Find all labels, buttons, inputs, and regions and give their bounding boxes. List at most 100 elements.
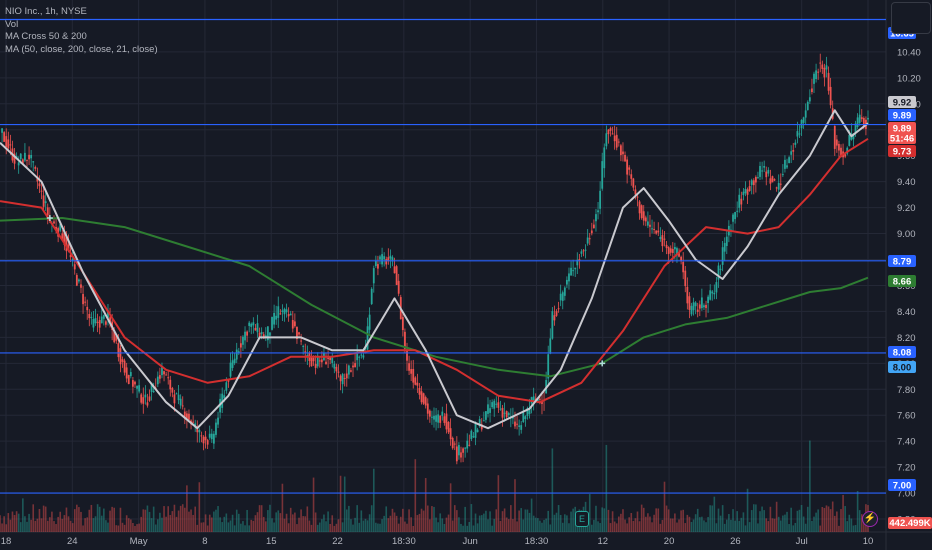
candle-body xyxy=(597,210,599,213)
candle-body xyxy=(862,117,865,128)
candle-body xyxy=(634,189,637,195)
volume-indicator-label[interactable]: Vol xyxy=(5,18,19,30)
volume-bar xyxy=(202,522,205,532)
volume-bar xyxy=(809,440,811,532)
candle-body xyxy=(92,319,95,328)
volume-bar xyxy=(507,519,510,532)
volume-bar xyxy=(838,525,840,532)
ma-200-line xyxy=(0,217,869,378)
candle-body xyxy=(19,153,22,160)
candle-body xyxy=(539,398,541,400)
candle-body xyxy=(773,179,776,181)
volume-bar xyxy=(167,506,170,532)
flash-icon[interactable]: ⚡ xyxy=(862,511,878,527)
candle-body xyxy=(497,402,500,408)
candle-body xyxy=(630,174,633,179)
volume-bar xyxy=(707,516,709,532)
volume-bar xyxy=(273,522,275,532)
volume-bar xyxy=(84,518,86,532)
volume-bar xyxy=(211,517,213,532)
volume-bar xyxy=(728,514,730,532)
volume-bar xyxy=(387,518,390,532)
earnings-icon[interactable]: E xyxy=(575,511,589,527)
candle-body xyxy=(732,214,734,222)
volume-bar xyxy=(524,509,527,532)
volume-bar xyxy=(337,519,340,532)
candle-body xyxy=(80,284,82,288)
volume-bar xyxy=(115,525,118,532)
candle-body xyxy=(713,292,716,295)
candle-body xyxy=(721,247,724,265)
volume-bar xyxy=(572,508,574,532)
candle-body xyxy=(167,377,170,379)
volume-bar xyxy=(391,508,394,532)
symbol-title[interactable]: NIO Inc., 1h, NYSE xyxy=(5,6,87,17)
volume-bar xyxy=(221,522,223,532)
volume-bar xyxy=(175,516,178,532)
volume-bar xyxy=(78,507,80,532)
volume-bar xyxy=(682,509,684,532)
volume-bar xyxy=(225,513,228,532)
candle-body xyxy=(700,297,703,309)
candle-body xyxy=(264,335,267,338)
volume-bar xyxy=(551,448,554,532)
volume-bar xyxy=(630,512,633,532)
volume-bar xyxy=(105,520,107,532)
volume-tag-label: 442.499K xyxy=(889,518,930,529)
volume-bar xyxy=(833,515,836,532)
candle-body xyxy=(464,447,467,449)
candle-body xyxy=(32,161,35,163)
volume-bar xyxy=(738,520,741,532)
ma-cross-indicator-label[interactable]: MA Cross 50 & 200 xyxy=(5,31,87,42)
volume-bar xyxy=(759,511,761,532)
candle-body xyxy=(734,212,737,220)
settings-box[interactable] xyxy=(891,2,931,34)
volume-bar xyxy=(130,519,132,532)
volume-bar xyxy=(289,507,292,532)
candle-body xyxy=(551,311,554,339)
candle-body xyxy=(119,348,122,365)
candle-body xyxy=(227,380,230,382)
candle-body xyxy=(690,305,693,315)
volume-bar xyxy=(528,512,531,532)
candle-body xyxy=(289,313,292,316)
price-tag-label: 9.73 xyxy=(893,147,912,158)
volume-bar xyxy=(42,505,45,532)
y-tick-label: 7.60 xyxy=(897,411,916,422)
candle-body xyxy=(273,312,276,325)
volume-bar xyxy=(208,514,211,532)
candle-body xyxy=(703,305,705,308)
volume-bar xyxy=(291,514,294,532)
volume-bar xyxy=(628,517,630,532)
volume-bar xyxy=(86,517,89,532)
candle-body xyxy=(603,147,606,169)
candle-body xyxy=(705,304,707,309)
volume-bar xyxy=(777,516,780,532)
x-tick-label: 10 xyxy=(863,536,874,547)
volume-bar xyxy=(9,519,12,532)
volume-bar xyxy=(0,515,1,532)
volume-bar xyxy=(696,508,699,532)
candle-body xyxy=(3,132,6,142)
volume-bar xyxy=(701,516,703,532)
volume-bar xyxy=(672,518,674,532)
volume-bar xyxy=(352,524,354,532)
ma-indicator-label[interactable]: MA (50, close, 200, close, 21, close) xyxy=(5,43,158,55)
candle-body xyxy=(383,256,386,260)
volume-bar xyxy=(750,510,753,532)
candle-body xyxy=(659,236,662,239)
candle-body xyxy=(121,359,124,362)
y-tick-label: 7.40 xyxy=(897,437,916,448)
candle-body xyxy=(678,253,680,257)
volume-bar xyxy=(111,506,113,532)
candle-body xyxy=(804,110,807,118)
candle-body xyxy=(379,256,381,260)
candle-body xyxy=(547,354,550,379)
volume-bar xyxy=(537,518,539,532)
volume-bar xyxy=(493,518,496,532)
candle-body xyxy=(723,242,726,252)
volume-bar xyxy=(71,523,74,532)
candle-body xyxy=(759,166,761,177)
